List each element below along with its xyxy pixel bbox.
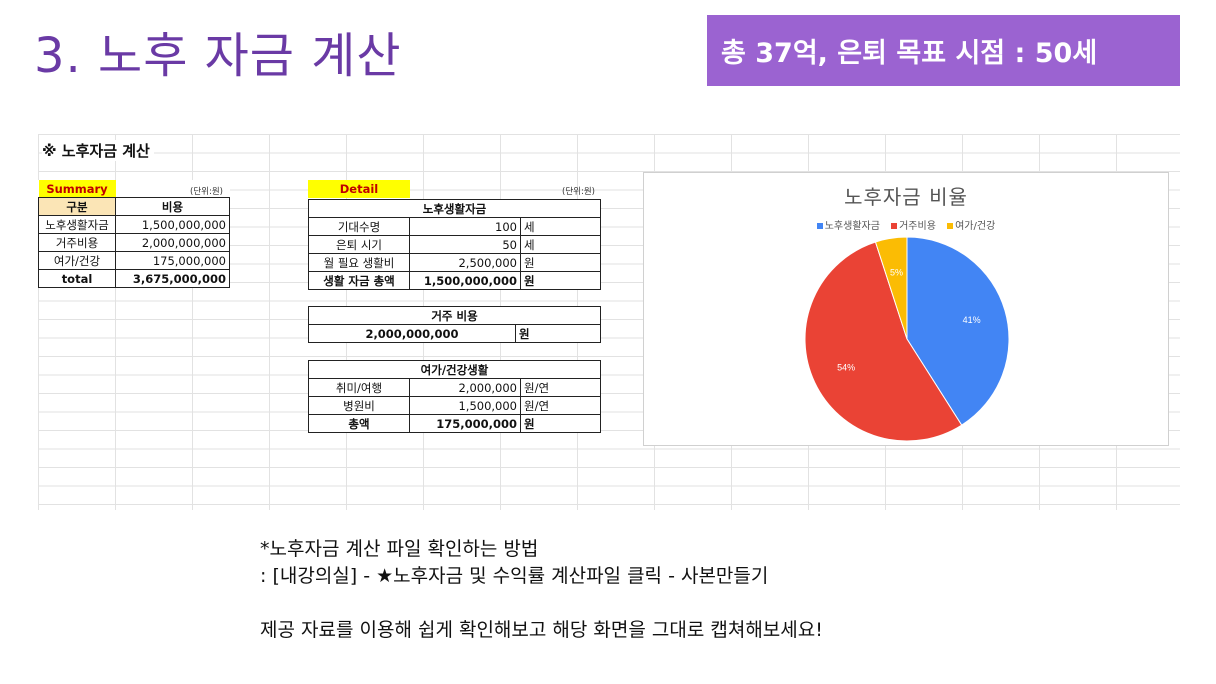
living-cost-table: 노후생활자금 기대수명 100 세 은퇴 시기 50 세 월 필요 생활비 2,… — [308, 199, 601, 290]
housing-cost-table: 거주 비용 2,000,000,000 원 — [308, 306, 601, 343]
living-header: 노후생활자금 — [308, 199, 601, 218]
leisure-header: 여가/건강생활 — [308, 360, 601, 379]
table-row: 2,000,000,000 원 — [308, 324, 601, 343]
instruction-line: 제공 자료를 이용해 쉽게 확인해보고 해당 화면을 그대로 캡쳐해보세요! — [260, 619, 823, 641]
leisure-row-name: 총액 — [308, 414, 410, 433]
detail-unit-note: (단위:원) — [562, 187, 595, 197]
legend-swatch — [891, 223, 898, 229]
table-row: 여가/건강 175,000,000 — [38, 251, 230, 270]
instruction-line: *노후자금 계산 파일 확인하는 방법 — [260, 538, 539, 560]
table-row: 취미/여행 2,000,000 원/연 — [308, 378, 601, 397]
summary-unit-note: (단위:원) — [190, 187, 223, 197]
summary-label: Summary — [38, 180, 116, 198]
goal-badge: 총 37억, 은퇴 목표 시점 : 50세 — [707, 15, 1180, 86]
living-row-name: 생활 자금 총액 — [308, 271, 410, 290]
leisure-row-value: 1,500,000 — [409, 396, 521, 415]
table-row: 거주비용 2,000,000,000 — [38, 233, 230, 252]
leisure-row-value: 2,000,000 — [409, 378, 521, 397]
table-row: 기대수명 100 세 — [308, 217, 601, 236]
living-row-value: 1,500,000,000 — [409, 271, 521, 290]
summary-total-value: 3,675,000,000 — [115, 269, 230, 288]
housing-unit: 원 — [515, 324, 601, 343]
summary-total-label: total — [38, 269, 116, 288]
leisure-row-value: 175,000,000 — [409, 414, 521, 433]
housing-header: 거주 비용 — [308, 306, 601, 325]
living-row-value: 100 — [409, 217, 521, 236]
living-row-unit: 세 — [520, 217, 601, 236]
summary-header-category: 구분 — [38, 197, 116, 216]
chart-legend: 노후생활자금 거주비용 여가/건강 — [644, 217, 1168, 232]
table-row: 월 필요 생활비 2,500,000 원 — [308, 253, 601, 272]
slice-living — [906, 236, 1010, 426]
slice-housing — [804, 241, 963, 442]
table-row: 생활 자금 총액 1,500,000,000 원 — [308, 271, 601, 290]
slice-label: 41% — [963, 315, 981, 325]
living-row-value: 50 — [409, 235, 521, 254]
summary-table: Summary 구분 비용 노후생활자금 1,500,000,000 거주비용 … — [38, 180, 230, 288]
legend-item: 노후생활자금 — [816, 217, 880, 232]
pie-chart: 노후자금 비율 노후생활자금 거주비용 여가/건강 41% 54% 5% — [643, 172, 1169, 446]
instruction-line: : [내강의실] - ★노후자금 및 수익률 계산파일 클릭 - 사본만들기 — [260, 565, 769, 587]
summary-row-value: 175,000,000 — [115, 251, 230, 270]
slice-label: 54% — [837, 363, 855, 373]
leisure-row-name: 취미/여행 — [308, 378, 410, 397]
pie-plot: 41% 54% 5% — [804, 236, 1010, 442]
housing-value: 2,000,000,000 — [308, 324, 516, 343]
living-row-unit: 원 — [520, 253, 601, 272]
leisure-row-unit: 원/연 — [520, 396, 601, 415]
summary-header-cost: 비용 — [115, 197, 230, 216]
leisure-row-name: 병원비 — [308, 396, 410, 415]
legend-swatch — [947, 223, 954, 229]
legend-item: 거주비용 — [891, 217, 936, 232]
living-row-value: 2,500,000 — [409, 253, 521, 272]
leisure-row-unit: 원/연 — [520, 378, 601, 397]
sheet-title: ※ 노후자금 계산 — [42, 140, 154, 161]
summary-row-value: 2,000,000,000 — [115, 233, 230, 252]
summary-row-name: 노후생활자금 — [38, 215, 116, 234]
living-row-name: 월 필요 생활비 — [308, 253, 410, 272]
leisure-cost-table: 여가/건강생활 취미/여행 2,000,000 원/연 병원비 1,500,00… — [308, 360, 601, 433]
detail-label: Detail — [308, 180, 410, 198]
legend-item: 여가/건강 — [947, 217, 995, 232]
summary-row-value: 1,500,000,000 — [115, 215, 230, 234]
slice-leisure — [874, 236, 908, 340]
table-row: 은퇴 시기 50 세 — [308, 235, 601, 254]
table-row: 병원비 1,500,000 원/연 — [308, 396, 601, 415]
living-row-unit: 세 — [520, 235, 601, 254]
summary-row-name: 여가/건강 — [38, 251, 116, 270]
chart-title: 노후자금 비율 — [844, 185, 968, 209]
table-row: 노후생활자금 1,500,000,000 — [38, 215, 230, 234]
legend-label: 노후생활자금 — [824, 221, 880, 232]
legend-label: 거주비용 — [899, 221, 936, 232]
slice-label: 5% — [890, 268, 903, 278]
legend-swatch — [816, 223, 823, 229]
living-row-name: 은퇴 시기 — [308, 235, 410, 254]
spreadsheet-area: ※ 노후자금 계산 Summary 구분 비용 노후생활자금 1,500,000… — [38, 134, 1180, 510]
instructions: *노후자금 계산 파일 확인하는 방법 : [내강의실] - ★노후자금 및 수… — [260, 536, 823, 644]
leisure-row-unit: 원 — [520, 414, 601, 433]
legend-label: 여가/건강 — [955, 221, 996, 232]
page-title: 3. 노후 자금 계산 — [34, 28, 402, 84]
table-row: 총액 175,000,000 원 — [308, 414, 601, 433]
living-row-name: 기대수명 — [308, 217, 410, 236]
summary-row-name: 거주비용 — [38, 233, 116, 252]
living-row-unit: 원 — [520, 271, 601, 290]
